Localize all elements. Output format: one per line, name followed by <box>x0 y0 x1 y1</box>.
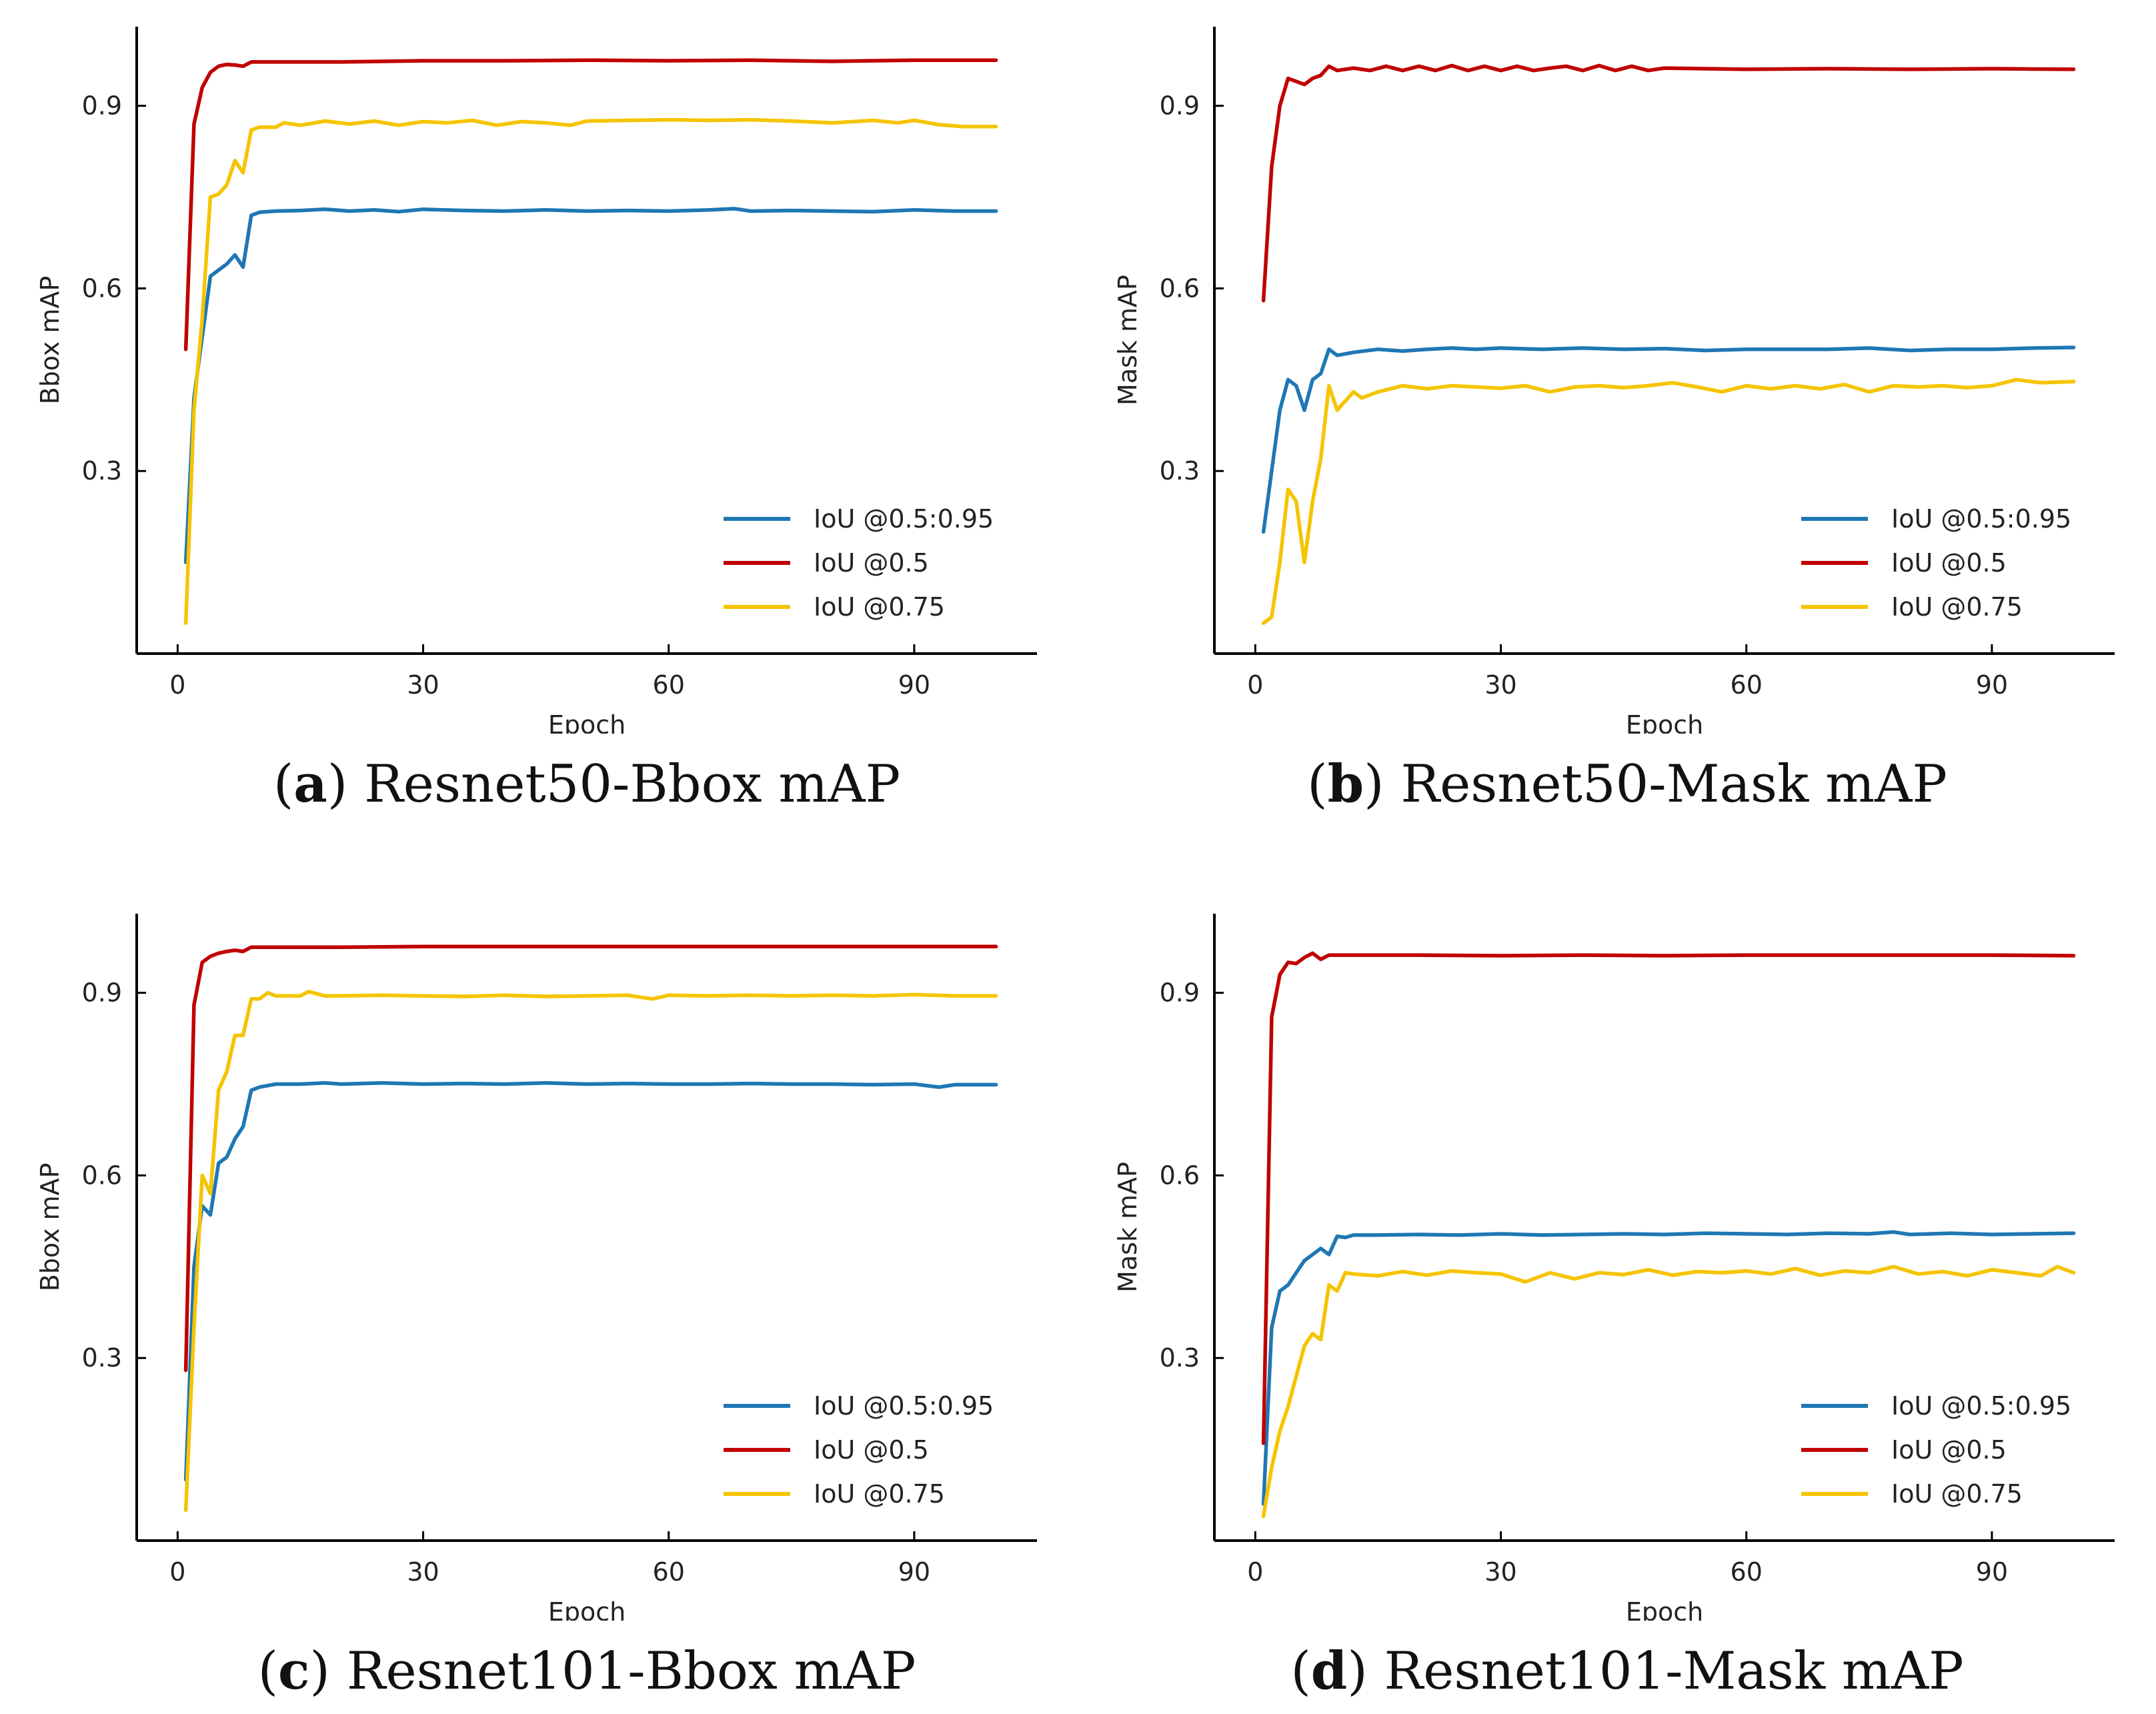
x-tick-label: 90 <box>898 670 930 700</box>
series-line-3 <box>1261 1264 2076 1519</box>
x-tick-label: 90 <box>898 1557 930 1587</box>
x-tick-label: 30 <box>1484 670 1516 700</box>
chart-b: 0 30 60 90 0.3 0.6 0.9 Epoch Mask mAP IoU @0.5:0.… <box>1113 27 2115 734</box>
series-line-2 <box>1261 951 2076 1445</box>
legend-label-2: IoU @0.5 <box>814 548 929 578</box>
caption-b: (b) Resnet50-Mask mAP <box>1307 754 1947 814</box>
caption-b-text: Resnet50-Mask mAP <box>1400 754 1947 814</box>
x-tick-label: 0 <box>1247 670 1263 700</box>
y-axis-label: Bbox mAP <box>35 1163 65 1292</box>
legend-label-2: IoU @0.5 <box>1891 548 2007 578</box>
x-tick-label: 60 <box>653 670 685 700</box>
legend-label-2: IoU @0.5 <box>814 1435 929 1465</box>
caption-d: (d) Resnet101-Mask mAP <box>1290 1641 1964 1701</box>
x-tick-label: 90 <box>1976 1557 2008 1587</box>
caption-a-letter: a <box>293 754 327 814</box>
series-line-3 <box>1261 377 2076 626</box>
x-tick-label: 30 <box>1484 1557 1516 1587</box>
y-axis-label: Bbox mAP <box>35 276 65 405</box>
chart-panel-c: 0 30 60 90 0.3 0.6 0.9 Epoch Bbox mAP IoU @0.5:0.… <box>0 887 1078 1621</box>
x-axis-label: Epoch <box>548 710 626 734</box>
x-tick-label: 0 <box>169 670 185 700</box>
series-line-3 <box>183 117 998 626</box>
caption-a: (a) Resnet50-Bbox mAP <box>273 754 901 814</box>
series-line-2 <box>183 58 998 351</box>
legend-label-3: IoU @0.75 <box>814 1479 945 1509</box>
y-tick-label: 0.6 <box>1160 273 1200 303</box>
x-tick-label: 0 <box>169 1557 185 1587</box>
legend-label-1: IoU @0.5:0.95 <box>814 1391 994 1421</box>
legend-label-3: IoU @0.75 <box>1891 592 2023 622</box>
series-line-1 <box>1261 345 2076 534</box>
x-axis-label: Epoch <box>548 1597 626 1621</box>
caption-a-text: Resnet50-Bbox mAP <box>364 754 901 814</box>
caption-d-text: Resnet101-Mask mAP <box>1384 1641 1964 1701</box>
chart-c: 0 30 60 90 0.3 0.6 0.9 Epoch Bbox mAP IoU @0.5:0.… <box>35 914 1037 1621</box>
caption-d-letter: d <box>1310 1641 1348 1701</box>
chart-panel-d: 0 30 60 90 0.3 0.6 0.9 Epoch Mask mAP IoU @0.5:0.… <box>1078 887 2155 1621</box>
y-tick-label: 0.6 <box>82 1160 122 1190</box>
chart-d: 0 30 60 90 0.3 0.6 0.9 Epoch Mask mAP IoU @0.5:0.… <box>1113 914 2115 1621</box>
y-tick-label: 0.9 <box>1160 978 1200 1008</box>
x-axis-label: Epoch <box>1626 710 1703 734</box>
x-tick-label: 60 <box>1731 1557 1763 1587</box>
y-tick-label: 0.3 <box>82 456 122 486</box>
y-tick-label: 0.6 <box>1160 1160 1200 1190</box>
y-axis-label: Mask mAP <box>1113 275 1142 405</box>
x-tick-label: 0 <box>1247 1557 1263 1587</box>
x-axis-label: Epoch <box>1626 1597 1703 1621</box>
y-tick-label: 0.6 <box>82 273 122 303</box>
legend-label-3: IoU @0.75 <box>814 592 945 622</box>
caption-b-letter: b <box>1327 754 1364 814</box>
y-tick-label: 0.9 <box>82 91 122 121</box>
x-tick-label: 90 <box>1976 670 2008 700</box>
y-tick-label: 0.9 <box>1160 91 1200 121</box>
legend-label-1: IoU @0.5:0.95 <box>814 504 994 534</box>
y-tick-label: 0.3 <box>82 1343 122 1373</box>
chart-panel-b: 0 30 60 90 0.3 0.6 0.9 Epoch Mask mAP IoU @0.5:0.… <box>1078 0 2155 734</box>
chart-panel-a: 0 30 60 90 0.3 0.6 0.9 Epoch Bbox mAP IoU @0.5:0.… <box>0 0 1078 734</box>
chart-a: 0 30 60 90 0.3 0.6 0.9 Epoch Bbox mAP IoU @0.5:0.… <box>35 27 1037 734</box>
x-tick-label: 30 <box>407 1557 439 1587</box>
series-line-1 <box>183 1080 998 1482</box>
caption-c: (c) Resnet101-Bbox mAP <box>257 1641 916 1701</box>
legend-label-1: IoU @0.5:0.95 <box>1891 1391 2071 1421</box>
series-line-1 <box>1261 1230 2076 1506</box>
x-tick-label: 30 <box>407 670 439 700</box>
y-tick-label: 0.3 <box>1160 1343 1200 1373</box>
y-axis-label: Mask mAP <box>1113 1162 1142 1293</box>
x-tick-label: 60 <box>653 1557 685 1587</box>
legend-label-1: IoU @0.5:0.95 <box>1891 504 2071 534</box>
series-line-2 <box>1261 63 2076 303</box>
x-tick-label: 60 <box>1731 670 1763 700</box>
series-line-2 <box>183 944 998 1373</box>
legend-label-2: IoU @0.5 <box>1891 1435 2007 1465</box>
y-tick-label: 0.3 <box>1160 456 1200 486</box>
y-tick-label: 0.9 <box>82 978 122 1008</box>
caption-c-text: Resnet101-Bbox mAP <box>346 1641 916 1701</box>
series-line-1 <box>183 207 998 564</box>
legend-label-3: IoU @0.75 <box>1891 1479 2023 1509</box>
caption-c-letter: c <box>278 1641 310 1701</box>
series-line-3 <box>183 990 998 1513</box>
